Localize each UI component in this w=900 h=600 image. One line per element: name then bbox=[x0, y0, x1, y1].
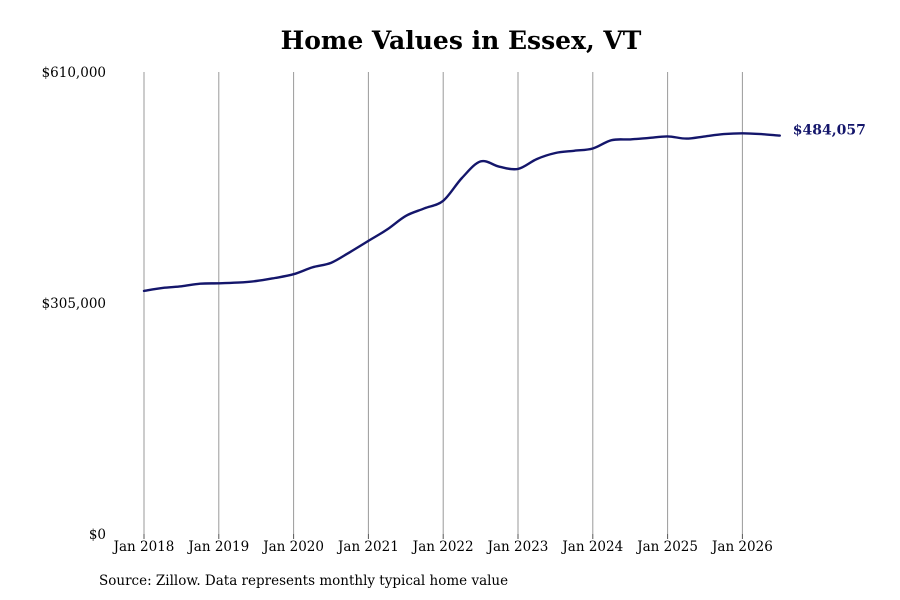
x-tick-label: Jan 2020 bbox=[261, 539, 324, 555]
x-tick-label: Jan 2024 bbox=[560, 539, 623, 555]
x-tick-label: Jan 2021 bbox=[336, 539, 399, 555]
y-tick-label: $610,000 bbox=[42, 65, 106, 81]
chart-title: Home Values in Essex, VT bbox=[280, 26, 642, 55]
x-axis-ticks: Jan 2018 Jan 2019 Jan 2020 Jan 2021 Jan 2022… bbox=[112, 534, 773, 555]
y-tick-label: $305,000 bbox=[42, 296, 106, 312]
x-tick-label: Jan 2022 bbox=[411, 539, 474, 555]
end-value-label: $484,057 bbox=[793, 123, 866, 139]
source-note: Source: Zillow. Data represents monthly … bbox=[99, 573, 509, 589]
x-tick-label: Jan 2026 bbox=[710, 539, 773, 555]
x-tick-label: Jan 2025 bbox=[635, 539, 698, 555]
gridlines bbox=[143, 72, 743, 534]
series-line bbox=[142, 132, 781, 293]
y-tick-label: $0 bbox=[89, 527, 106, 543]
y-axis-ticks: $0 $305,000 $610,000 bbox=[42, 65, 106, 543]
x-tick-label: Jan 2018 bbox=[112, 539, 175, 555]
x-tick-label: Jan 2019 bbox=[186, 539, 249, 555]
x-tick-label: Jan 2023 bbox=[486, 539, 549, 555]
